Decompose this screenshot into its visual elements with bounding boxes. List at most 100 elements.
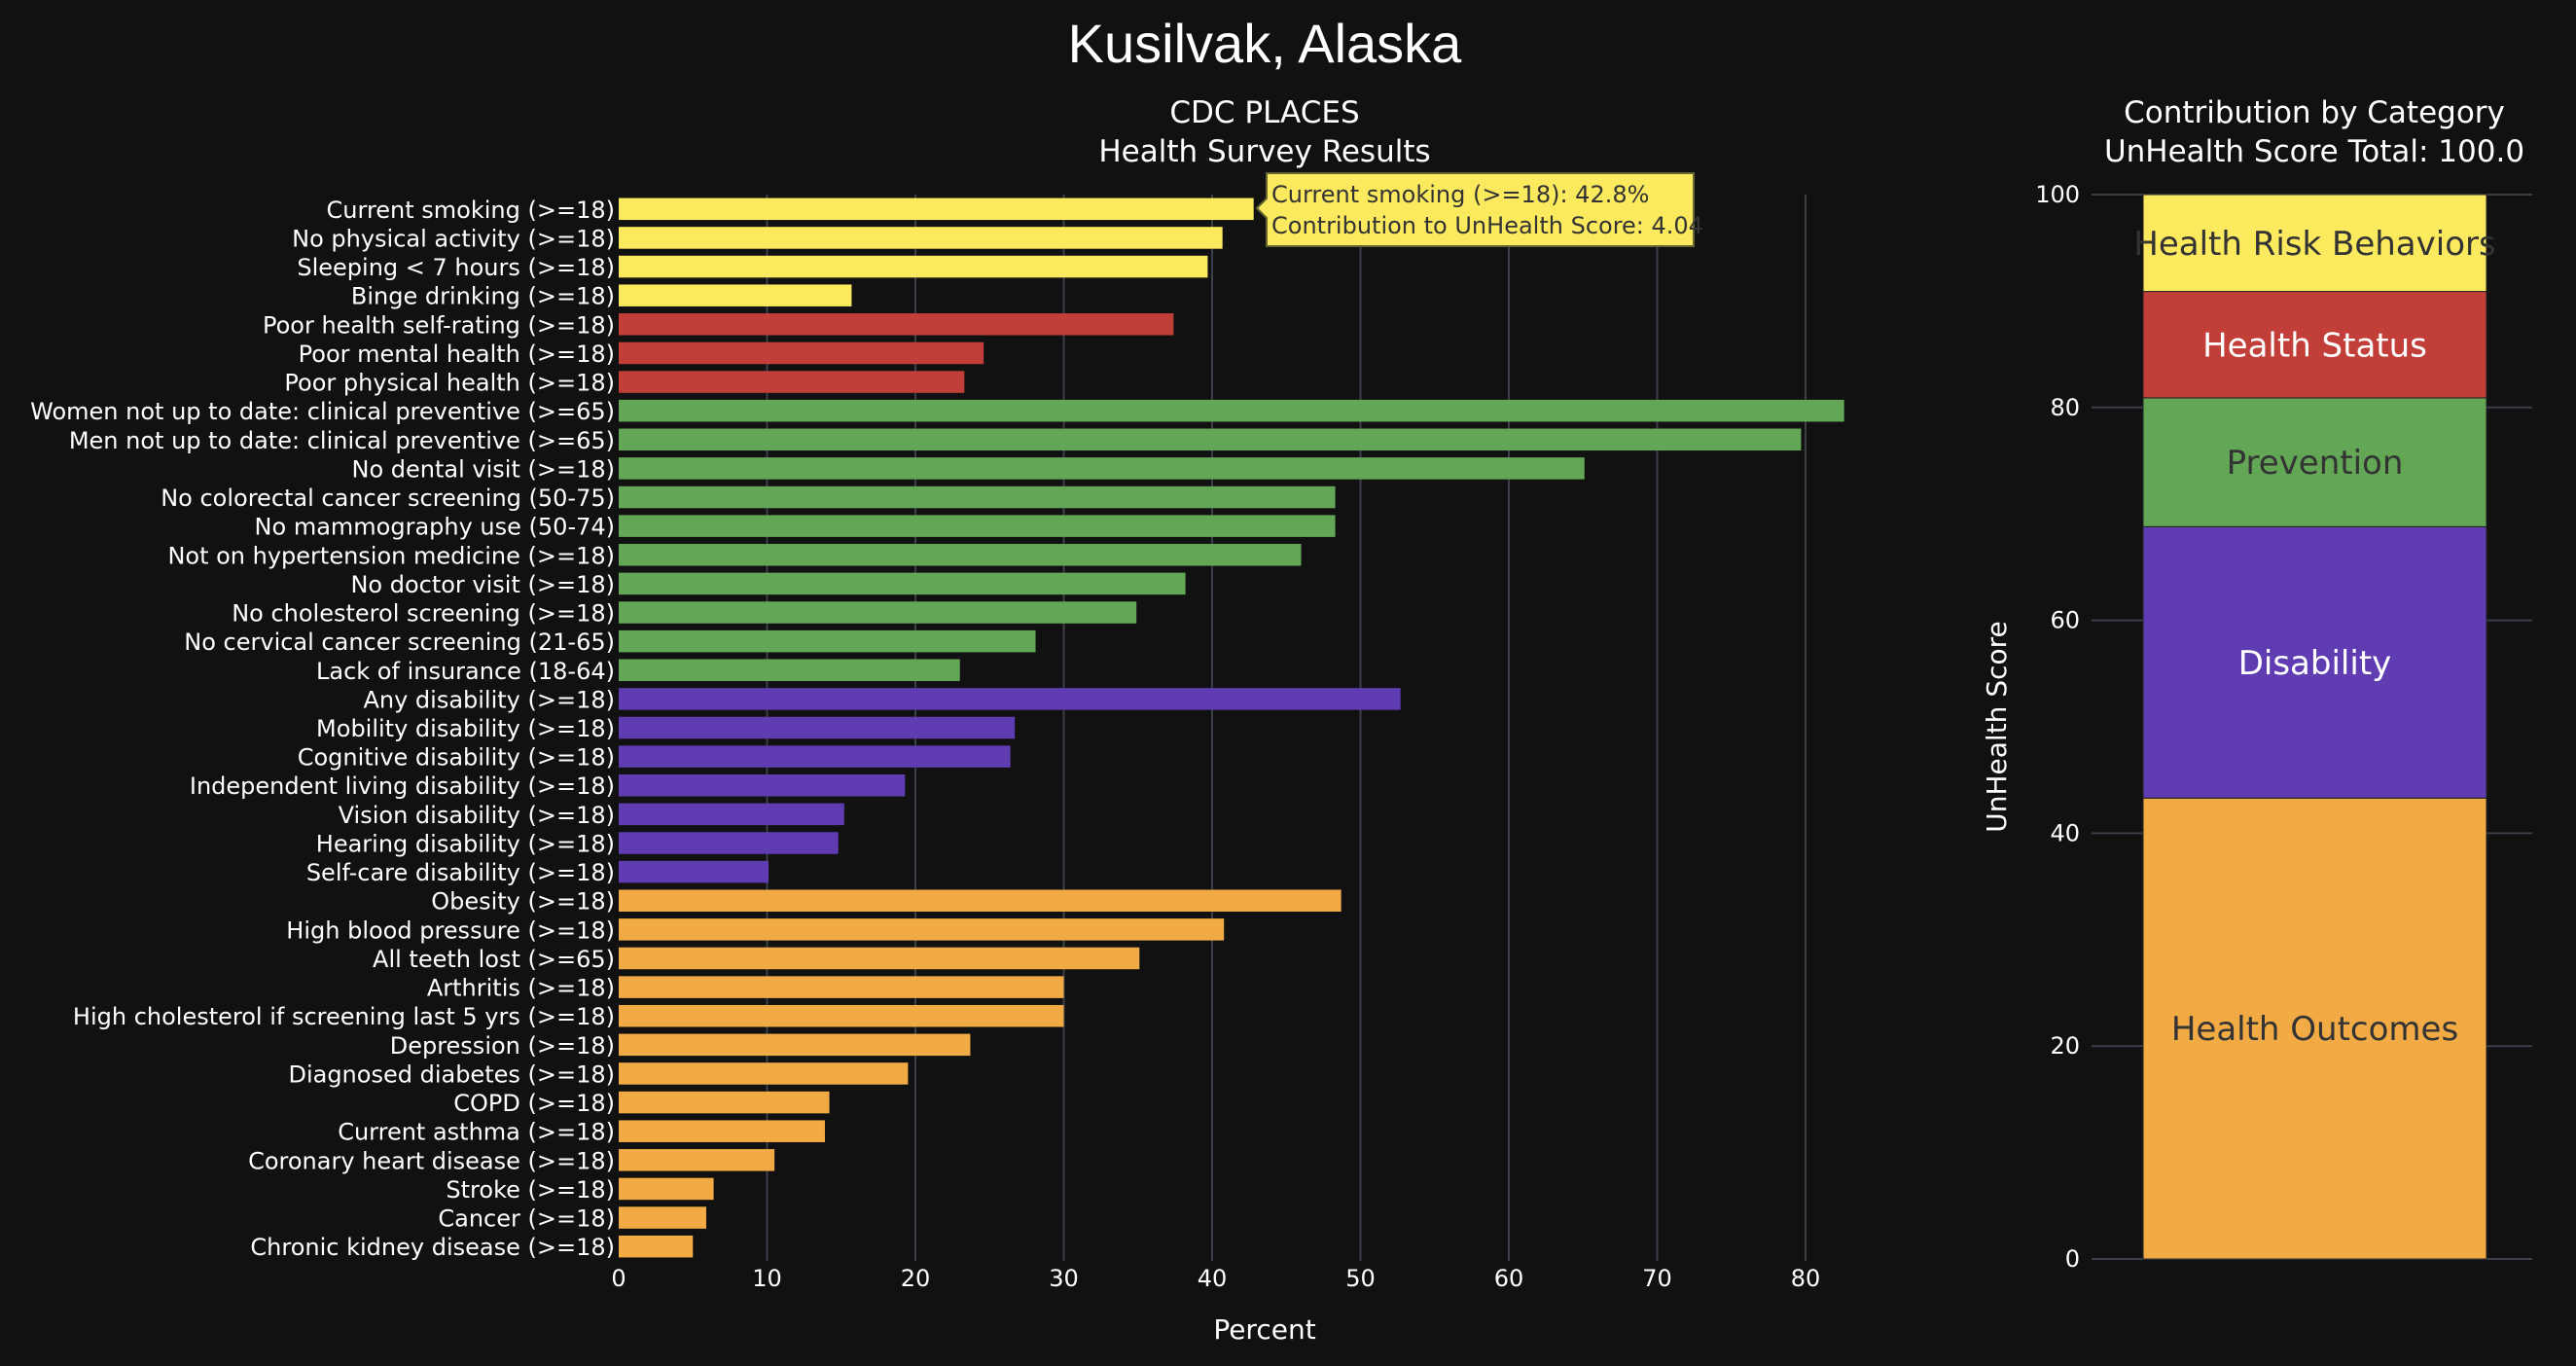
survey-bar[interactable] <box>619 485 1336 509</box>
survey-bar[interactable] <box>619 342 984 365</box>
survey-bar-label: High cholesterol if screening last 5 yrs… <box>73 1003 615 1030</box>
survey-bar-label: Self-care disability (>=18) <box>306 859 615 886</box>
survey-bar[interactable] <box>619 629 1036 653</box>
contribution-segment[interactable] <box>2142 525 2487 799</box>
survey-bar[interactable] <box>619 601 1137 624</box>
survey-bar-label: Arthritis (>=18) <box>427 975 615 1002</box>
survey-x-tick-label: 20 <box>901 1265 931 1292</box>
survey-chart-subtitle: Health Survey Results <box>1098 134 1430 169</box>
survey-bar[interactable] <box>619 1206 706 1229</box>
contribution-segment[interactable] <box>2142 397 2487 527</box>
survey-bar[interactable] <box>619 976 1064 998</box>
contribution-segment-label: Health Risk Behaviors <box>2133 225 2495 264</box>
tooltip-line-2: Contribution to UnHealth Score: 4.04 <box>1271 212 1703 239</box>
survey-bar[interactable] <box>619 860 769 883</box>
contribution-segment[interactable] <box>2142 194 2487 293</box>
survey-category-labels: Current smoking (>=18)No physical activi… <box>30 197 615 1261</box>
survey-bar-label: Vision disability (>=18) <box>339 802 615 829</box>
survey-bar[interactable] <box>619 832 839 854</box>
survey-bar[interactable] <box>619 1091 830 1114</box>
survey-bar-label: All teeth lost (>=65) <box>373 946 615 973</box>
survey-bars <box>619 198 1844 1258</box>
survey-x-tick-label: 80 <box>1791 1265 1821 1292</box>
contribution-chart-subtitle: UnHealth Score Total: 100.0 <box>2104 134 2524 169</box>
survey-bar-label: Depression (>=18) <box>390 1032 615 1060</box>
survey-x-tick-label: 70 <box>1642 1265 1672 1292</box>
survey-bar[interactable] <box>619 1177 714 1201</box>
contribution-segment[interactable] <box>2142 291 2487 399</box>
survey-bar-label: Mobility disability (>=18) <box>316 715 615 742</box>
survey-bar-label: Diagnosed diabetes (>=18) <box>288 1060 615 1088</box>
survey-x-tick-label: 30 <box>1049 1265 1079 1292</box>
survey-bar-label: No colorectal cancer screening (50-75) <box>161 485 615 512</box>
survey-bar[interactable] <box>619 1004 1064 1027</box>
survey-bar[interactable] <box>619 1149 775 1171</box>
survey-bar-label: Stroke (>=18) <box>446 1176 615 1204</box>
contribution-segment[interactable] <box>2142 797 2487 1260</box>
survey-bar[interactable] <box>619 313 1174 336</box>
survey-bar[interactable] <box>619 659 960 682</box>
survey-bar-label: Poor physical health (>=18) <box>284 370 615 397</box>
contribution-y-axis-label: UnHealth Score <box>1981 621 2013 833</box>
survey-bar[interactable] <box>619 918 1225 941</box>
contribution-y-tick-label: 100 <box>2035 181 2080 208</box>
contribution-segments: Health Outcomes Disability Prevention Healt… <box>2133 194 2496 1260</box>
contribution-y-tick-label: 80 <box>2050 394 2080 421</box>
survey-chart-title: CDC PLACES <box>1169 95 1359 130</box>
survey-bar-label: Chronic kidney disease (>=18) <box>250 1234 615 1261</box>
survey-bar[interactable] <box>619 1062 909 1085</box>
survey-bar-label: Not on hypertension medicine (>=18) <box>167 542 615 569</box>
survey-bar[interactable] <box>619 457 1585 480</box>
survey-bar[interactable] <box>619 198 1254 221</box>
survey-bar[interactable] <box>619 716 1016 739</box>
survey-bar-label: Any disability (>=18) <box>363 686 615 713</box>
survey-bar-label: Women not up to date: clinical preventiv… <box>30 398 615 425</box>
survey-bar[interactable] <box>619 515 1336 537</box>
contribution-segment-label: Health Status <box>2202 326 2427 365</box>
survey-bar[interactable] <box>619 371 965 393</box>
contribution-chart-title: Contribution by Category <box>2124 95 2505 130</box>
survey-bar-label: Lack of insurance (18-64) <box>316 658 615 685</box>
survey-bar[interactable] <box>619 428 1802 451</box>
survey-bar-label: No cervical cancer screening (21-65) <box>184 629 615 656</box>
survey-bar-label: Hearing disability (>=18) <box>316 830 615 857</box>
survey-bar[interactable] <box>619 255 1208 278</box>
survey-bar[interactable] <box>619 803 844 826</box>
survey-bar[interactable] <box>619 399 1844 422</box>
contribution-chart: Contribution by Category UnHealth Score … <box>1981 95 2532 1273</box>
survey-x-ticks: 0 10 20 30 40 50 60 70 80 <box>611 1265 1820 1292</box>
survey-bar[interactable] <box>619 889 1342 912</box>
survey-bar-label: COPD (>=18) <box>453 1090 615 1117</box>
survey-bar-label: Binge drinking (>=18) <box>351 283 615 310</box>
survey-bar[interactable] <box>619 544 1302 566</box>
survey-bar[interactable] <box>619 745 1011 768</box>
survey-x-tick-label: 60 <box>1494 1265 1524 1292</box>
survey-bar[interactable] <box>619 1033 971 1057</box>
hover-tooltip: Current smoking (>=18): 42.8% Contributi… <box>1255 172 1703 247</box>
survey-bar-label: Current asthma (>=18) <box>338 1119 615 1146</box>
survey-bar[interactable] <box>619 688 1401 710</box>
survey-bar[interactable] <box>619 572 1186 595</box>
survey-bar[interactable] <box>619 1235 694 1258</box>
survey-bar-label: Obesity (>=18) <box>431 888 615 916</box>
contribution-segment-label: Health Outcomes <box>2171 1010 2458 1049</box>
survey-bar[interactable] <box>619 1120 825 1142</box>
survey-bar-label: No cholesterol screening (>=18) <box>232 600 615 628</box>
survey-bar[interactable] <box>619 284 852 306</box>
survey-chart: CDC PLACES Health Survey Results Current… <box>30 95 1844 1346</box>
survey-bar-label: No dental visit (>=18) <box>352 455 615 483</box>
survey-bar[interactable] <box>619 227 1223 249</box>
survey-x-tick-label: 10 <box>752 1265 782 1292</box>
survey-bar-label: Poor mental health (>=18) <box>299 341 615 368</box>
survey-bar[interactable] <box>619 773 906 797</box>
survey-bar[interactable] <box>619 947 1140 970</box>
survey-bar-label: Independent living disability (>=18) <box>190 773 615 800</box>
survey-x-tick-label: 50 <box>1345 1265 1376 1292</box>
tooltip-box <box>1255 172 1695 247</box>
contribution-y-tick-label: 60 <box>2050 607 2080 634</box>
survey-bar-label: No doctor visit (>=18) <box>350 571 615 598</box>
survey-bar-label: Cancer (>=18) <box>438 1205 615 1233</box>
survey-bar-label: Current smoking (>=18) <box>327 197 615 224</box>
contribution-y-ticks: 0 20 40 60 80 100 <box>2035 181 2080 1273</box>
survey-bar-label: Cognitive disability (>=18) <box>298 744 615 772</box>
